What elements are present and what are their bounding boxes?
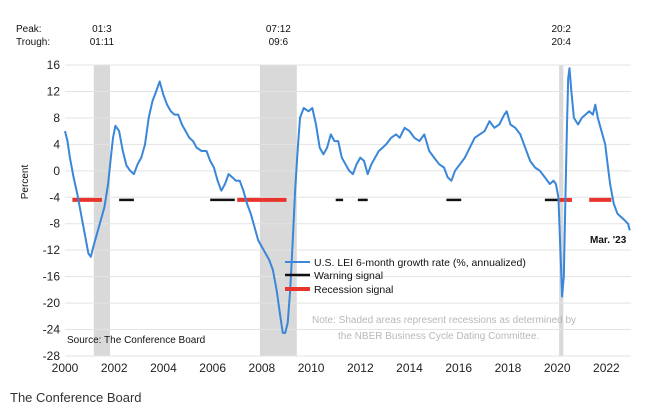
image-caption: The Conference Board bbox=[10, 390, 142, 405]
y-tick-label-1: 12 bbox=[47, 84, 61, 98]
y-axis-label: Percent bbox=[20, 165, 31, 200]
y-tick-label-0: 16 bbox=[47, 58, 61, 72]
legend-label-warning: Warning signal bbox=[314, 270, 383, 282]
trough-date-0: 01:11 bbox=[90, 37, 115, 48]
x-tick-label-8: 2016 bbox=[445, 361, 472, 375]
y-tick-label-7: -12 bbox=[43, 243, 61, 257]
y-tick-label-5: -4 bbox=[49, 190, 60, 204]
trough-label: Trough: bbox=[16, 37, 50, 48]
end-label: Mar. '23 bbox=[590, 235, 627, 246]
y-tick-label-10: -24 bbox=[43, 323, 61, 337]
x-tick-label-2: 2004 bbox=[150, 361, 177, 375]
source-text: Source: The Conference Board bbox=[67, 335, 205, 346]
peak-trough-dates: 01:3 01:11 07:12 09:6 20:2 20:4 bbox=[90, 24, 572, 48]
trough-date-2: 20:4 bbox=[552, 37, 572, 48]
recession-bands bbox=[93, 65, 564, 356]
x-tick-label-5: 2010 bbox=[298, 361, 325, 375]
x-axis-ticks: 2000 2002 2004 2006 2008 2010 2012 2014 2016 2018… bbox=[52, 361, 620, 375]
recession-band-2 bbox=[559, 65, 564, 356]
x-tick-label-9: 2018 bbox=[495, 361, 522, 375]
gridlines bbox=[65, 64, 631, 357]
x-tick-label-0: 2000 bbox=[52, 361, 79, 375]
recession-band-0 bbox=[93, 65, 111, 356]
peak-date-2: 20:2 bbox=[552, 24, 572, 35]
trough-date-1: 09:6 bbox=[269, 37, 289, 48]
y-tick-label-6: -8 bbox=[49, 217, 60, 231]
peak-date-1: 07:12 bbox=[266, 24, 291, 35]
y-tick-label-2: 8 bbox=[53, 111, 60, 125]
peak-date-0: 01:3 bbox=[92, 24, 112, 35]
note-line-1: Note: Shaded areas represent recessions … bbox=[312, 315, 576, 326]
legend: U.S. LEI 6-month growth rate (%, annuali… bbox=[285, 257, 526, 296]
legend-label-recession: Recession signal bbox=[314, 284, 393, 296]
x-tick-label-3: 2006 bbox=[199, 361, 226, 375]
peak-label: Peak: bbox=[16, 24, 42, 35]
x-tick-label-10: 2020 bbox=[544, 361, 571, 375]
x-tick-label-7: 2014 bbox=[396, 361, 423, 375]
lei-series-line bbox=[64, 67, 631, 334]
y-axis-ticks: 16 12 8 4 0 -4 -8 -12 -16 -20 -24 -28 bbox=[43, 58, 61, 363]
y-tick-label-8: -16 bbox=[43, 270, 61, 284]
note-line-2: the NBER Business Cycle Dating Committee… bbox=[338, 331, 539, 342]
x-tick-label-4: 2008 bbox=[249, 361, 276, 375]
x-tick-label-6: 2012 bbox=[347, 361, 374, 375]
y-tick-label-4: 0 bbox=[53, 164, 60, 178]
legend-label-lei: U.S. LEI 6-month growth rate (%, annuali… bbox=[314, 257, 526, 269]
x-tick-label-1: 2002 bbox=[101, 361, 128, 375]
x-tick-label-11: 2022 bbox=[593, 361, 620, 375]
y-tick-label-11: -28 bbox=[43, 349, 61, 363]
y-tick-label-3: 4 bbox=[53, 137, 60, 151]
recession-band-1 bbox=[259, 65, 297, 356]
y-tick-label-9: -20 bbox=[43, 296, 61, 310]
